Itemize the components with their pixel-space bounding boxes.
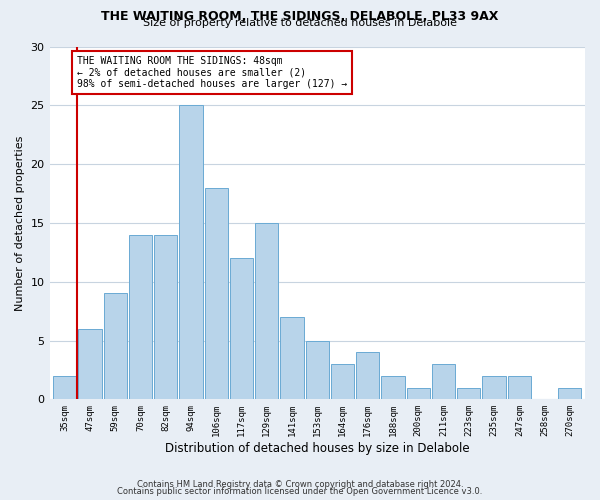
- Text: Contains public sector information licensed under the Open Government Licence v3: Contains public sector information licen…: [118, 488, 482, 496]
- Bar: [356, 352, 379, 400]
- Bar: [129, 234, 152, 400]
- Bar: [255, 223, 278, 400]
- Bar: [154, 234, 178, 400]
- Bar: [558, 388, 581, 400]
- Bar: [457, 388, 481, 400]
- Bar: [508, 376, 531, 400]
- Bar: [280, 317, 304, 400]
- Bar: [205, 188, 228, 400]
- Bar: [305, 340, 329, 400]
- Text: Contains HM Land Registry data © Crown copyright and database right 2024.: Contains HM Land Registry data © Crown c…: [137, 480, 463, 489]
- Bar: [331, 364, 354, 400]
- X-axis label: Distribution of detached houses by size in Delabole: Distribution of detached houses by size …: [165, 442, 470, 455]
- Bar: [79, 329, 101, 400]
- Bar: [432, 364, 455, 400]
- Bar: [382, 376, 404, 400]
- Y-axis label: Number of detached properties: Number of detached properties: [15, 135, 25, 310]
- Bar: [407, 388, 430, 400]
- Bar: [53, 376, 76, 400]
- Bar: [104, 294, 127, 400]
- Bar: [482, 376, 506, 400]
- Text: Size of property relative to detached houses in Delabole: Size of property relative to detached ho…: [143, 18, 457, 28]
- Bar: [179, 106, 203, 400]
- Bar: [230, 258, 253, 400]
- Text: THE WAITING ROOM THE SIDINGS: 48sqm
← 2% of detached houses are smaller (2)
98% : THE WAITING ROOM THE SIDINGS: 48sqm ← 2%…: [77, 56, 347, 89]
- Text: THE WAITING ROOM, THE SIDINGS, DELABOLE, PL33 9AX: THE WAITING ROOM, THE SIDINGS, DELABOLE,…: [101, 10, 499, 23]
